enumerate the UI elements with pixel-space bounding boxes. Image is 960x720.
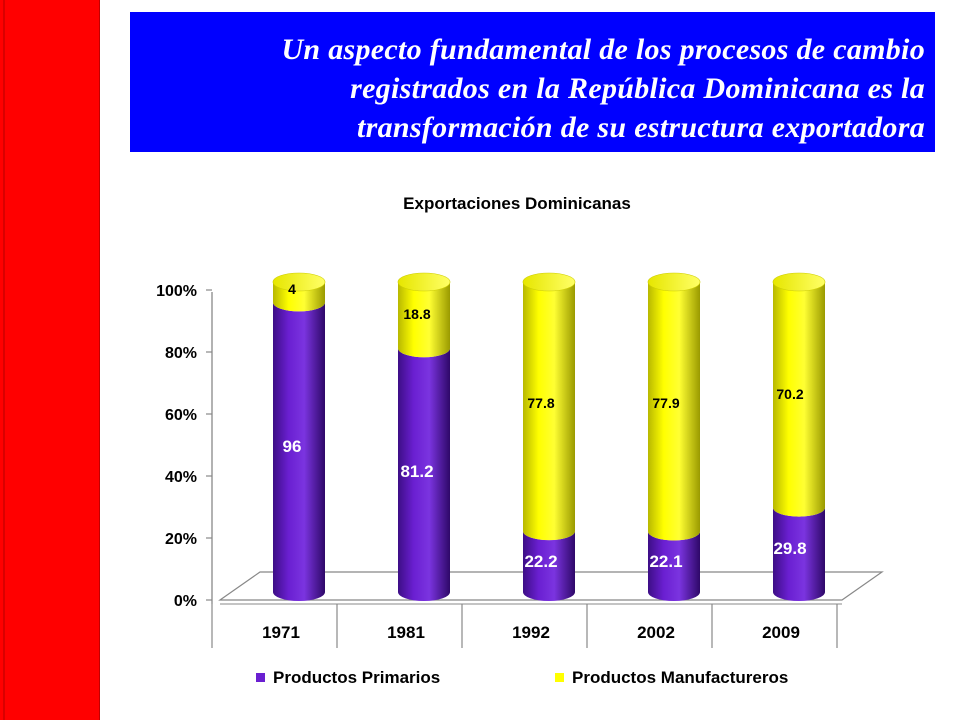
data-label-primarios: 29.8	[773, 539, 806, 558]
bar-manufactureros	[648, 282, 700, 541]
y-tick-label: 40%	[165, 469, 197, 486]
x-tick-label: 1971	[262, 623, 300, 642]
x-tick-label: 1981	[387, 623, 425, 642]
title-line-2: registrados en la República Dominicana e…	[350, 72, 925, 105]
title-banner: Un aspecto fundamental de los procesos d…	[130, 12, 935, 152]
x-tick-label: 2009	[762, 623, 800, 642]
title-line-3: transformación de su estructura exportad…	[357, 111, 925, 144]
x-tick-label: 1992	[512, 623, 550, 642]
data-label-primarios: 96	[283, 437, 302, 456]
bar-primarios	[648, 531, 700, 601]
decorative-red-sidebar	[0, 0, 100, 720]
title-line-1: Un aspecto fundamental de los procesos d…	[281, 33, 925, 66]
y-tick-label: 60%	[165, 407, 197, 424]
legend-swatch	[555, 673, 564, 682]
legend-label: Productos Manufactureros	[572, 668, 788, 687]
y-tick-label: 0%	[174, 593, 197, 610]
data-label-manufactureros: 77.8	[527, 395, 554, 411]
y-tick-label: 20%	[165, 531, 197, 548]
data-label-primarios: 81.2	[400, 462, 433, 481]
bar-primarios	[523, 531, 575, 601]
x-tick-label: 2002	[637, 623, 675, 642]
bar-top-cap	[397, 272, 451, 292]
data-label-manufactureros: 18.8	[403, 306, 430, 322]
bar-top-cap	[647, 272, 701, 292]
data-label-manufactureros: 70.2	[776, 386, 803, 402]
slide-title: Un aspecto fundamental de los procesos d…	[130, 30, 925, 147]
bar-manufactureros	[398, 282, 450, 358]
bar-top-cap	[522, 272, 576, 292]
bar-top-cap	[772, 272, 826, 292]
bar-manufactureros	[273, 282, 325, 312]
chart-title: Exportaciones Dominicanas	[403, 194, 631, 213]
bar-primarios	[773, 507, 825, 601]
data-label-primarios: 22.2	[524, 552, 557, 571]
legend-label: Productos Primarios	[273, 668, 440, 687]
data-label-manufactureros: 4	[288, 281, 296, 297]
bar-manufactureros	[523, 282, 575, 541]
data-label-primarios: 22.1	[649, 552, 682, 571]
bar-primarios	[273, 302, 325, 601]
legend-swatch	[256, 673, 265, 682]
bar-manufactureros	[773, 282, 825, 517]
chart-legend: Productos Primarios Productos Manufacture…	[256, 668, 788, 687]
bar-primarios	[398, 348, 450, 601]
y-tick-label: 100%	[156, 283, 197, 300]
chart-floor	[218, 571, 884, 601]
y-tick-label: 80%	[165, 345, 197, 362]
bar-top-cap	[272, 272, 326, 292]
data-label-manufactureros: 77.9	[652, 395, 679, 411]
